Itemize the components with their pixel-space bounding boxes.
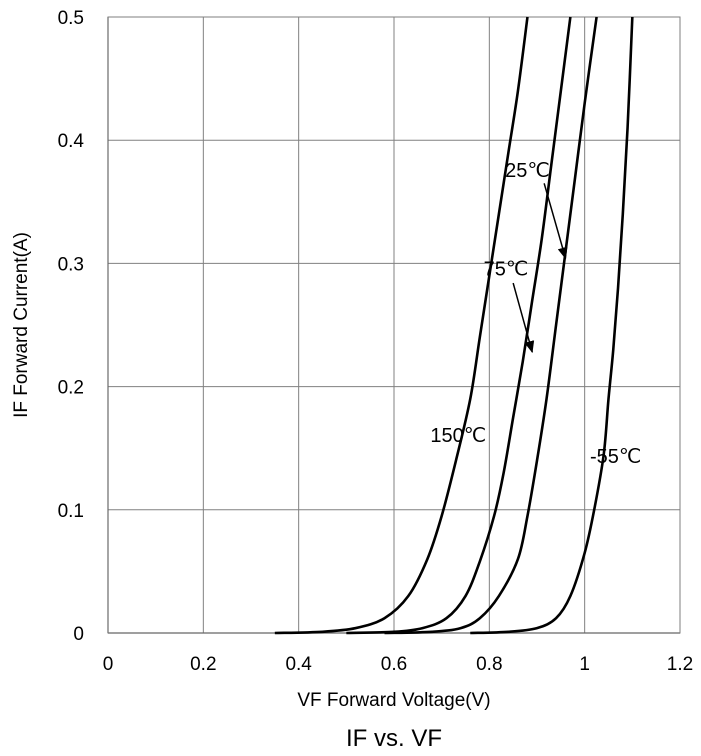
series-line-150℃ (274, 16, 529, 635)
x-tick-label: 0.2 (190, 654, 216, 675)
grid (107, 16, 681, 634)
x-tick-label: 1 (579, 654, 590, 675)
x-tick-label: 0.4 (285, 654, 312, 675)
y-tick-label: 0.4 (58, 131, 85, 152)
annotation-label: -55℃ (590, 446, 641, 468)
annotation-arrow (512, 282, 535, 354)
x-tick-label: 0.6 (381, 654, 407, 675)
series-line-75℃ (346, 16, 572, 635)
y-axis-title: IF Forward Current(A) (11, 232, 32, 418)
x-tick-labels: 0 0.2 0.4 0.6 0.8 1 1.2 (103, 654, 694, 675)
x-tick-label: 0.8 (476, 654, 502, 675)
x-axis-title: VF Forward Voltage(V) (297, 690, 490, 711)
y-tick-label: 0 (73, 624, 84, 645)
y-tick-label: 0.3 (58, 254, 84, 275)
series-layer (274, 16, 634, 635)
annotation-label: 75℃ (484, 259, 529, 281)
annotation-layer: 25℃ 75℃ 150℃ -55℃ (430, 160, 641, 468)
chart-title: IF vs. VF (346, 725, 442, 752)
y-tick-labels: 0 0.1 0.2 0.3 0.4 0.5 (58, 8, 85, 645)
y-tick-label: 0.1 (58, 501, 84, 522)
x-tick-label: 1.2 (667, 654, 693, 675)
y-tick-label: 0.2 (58, 378, 84, 399)
series-line-25℃ (384, 16, 598, 635)
y-tick-label: 0.5 (58, 8, 84, 29)
annotation-label: 25℃ (505, 160, 550, 182)
annotation-arrow (543, 183, 568, 260)
annotation-label: 150℃ (430, 425, 486, 447)
x-tick-label: 0 (103, 654, 114, 675)
series-line--55℃ (470, 16, 634, 635)
